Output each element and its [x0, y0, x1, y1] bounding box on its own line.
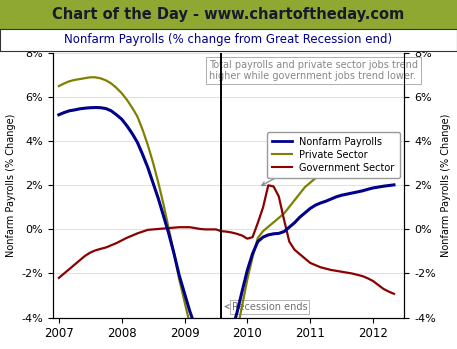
Y-axis label: Nonfarm Payrolls (% Change): Nonfarm Payrolls (% Change) [5, 114, 16, 257]
Text: Chart of the Day - www.chartoftheday.com: Chart of the Day - www.chartoftheday.com [53, 7, 404, 22]
Y-axis label: Nonfarm Payrolls (% Change): Nonfarm Payrolls (% Change) [441, 114, 452, 257]
Text: Temporary
census hiring: Temporary census hiring [262, 150, 339, 186]
Text: Total payrolls and private sector jobs trend
higher while government jobs trend : Total payrolls and private sector jobs t… [209, 60, 418, 81]
Text: Recession ends: Recession ends [225, 302, 307, 312]
Text: Nonfarm Payrolls (% change from Great Recession end): Nonfarm Payrolls (% change from Great Re… [64, 34, 393, 46]
Legend: Nonfarm Payrolls, Private Sector, Government Sector: Nonfarm Payrolls, Private Sector, Govern… [267, 132, 399, 178]
